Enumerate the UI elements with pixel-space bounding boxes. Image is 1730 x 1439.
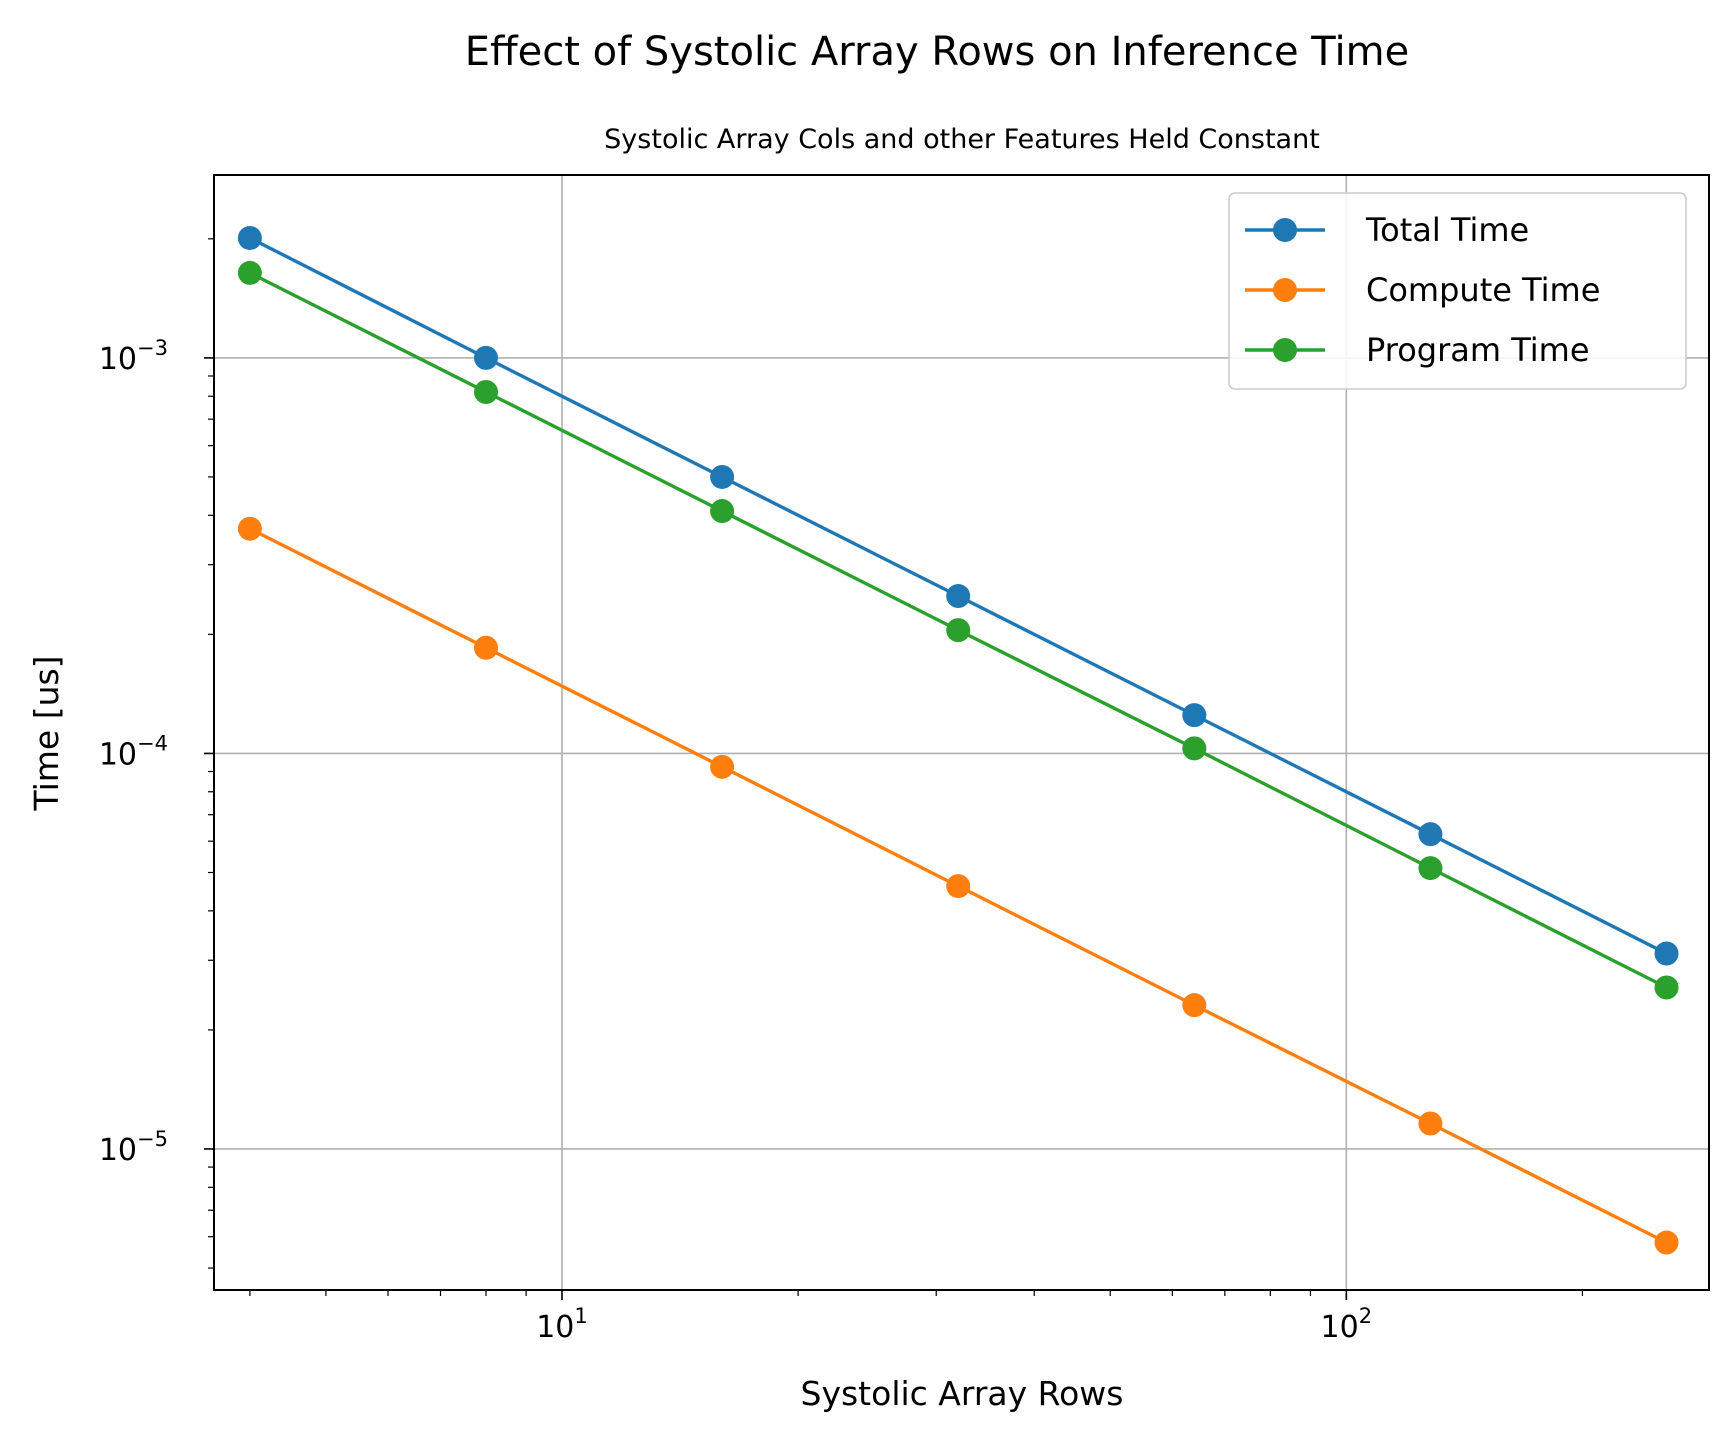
legend-label: Compute Time [1366, 271, 1600, 309]
plot-frame [213, 174, 1710, 1291]
legend-item: Compute Time [1245, 271, 1600, 309]
data-point [1182, 736, 1207, 761]
y-axis-label: Time [us] [27, 655, 66, 811]
data-point [237, 225, 262, 250]
series-total-time [237, 225, 1679, 966]
legend-swatch-marker [1273, 278, 1297, 302]
data-point [1182, 993, 1207, 1018]
legend-swatch-marker [1273, 218, 1297, 242]
data-point [237, 260, 262, 285]
legend-label: Total Time [1365, 211, 1529, 249]
legend-item: Total Time [1245, 211, 1529, 249]
x-tick-label: 101 [536, 1304, 588, 1345]
series-compute-time [237, 516, 1679, 1255]
data-point [946, 874, 971, 899]
legend: Total Time Compute Time Program Time [1228, 192, 1687, 390]
data-point [1654, 1230, 1679, 1255]
y-tick-label: 10−3 [99, 336, 168, 377]
x-tick-exponent: 2 [1359, 1304, 1372, 1328]
y-tick-exponent: −3 [137, 336, 168, 360]
data-point [237, 516, 262, 541]
chart-title: Effect of Systolic Array Rows on Inferen… [465, 29, 1409, 75]
data-point [1182, 703, 1207, 728]
x-tick-label: 102 [1321, 1304, 1373, 1345]
legend-swatch-marker [1273, 338, 1297, 362]
data-point [710, 499, 735, 524]
data-point [1418, 856, 1443, 881]
data-point [473, 345, 498, 370]
series-group [237, 225, 1679, 1255]
data-point [1654, 975, 1679, 1000]
y-tick-base: 10 [99, 737, 137, 772]
data-point [473, 635, 498, 660]
x-tick-exponent: 1 [574, 1304, 587, 1328]
y-tick-base: 10 [99, 1133, 137, 1168]
series-program-time [237, 260, 1679, 1000]
data-point [710, 754, 735, 779]
data-point [473, 379, 498, 404]
x-tick-base: 10 [1321, 1310, 1359, 1345]
data-point [946, 618, 971, 643]
y-tick-label: 10−4 [99, 731, 168, 772]
data-point [1654, 941, 1679, 966]
legend-label: Program Time [1366, 331, 1590, 369]
x-tick-base: 10 [536, 1310, 574, 1345]
y-tick-label: 10−5 [99, 1127, 168, 1168]
legend-item: Program Time [1245, 331, 1590, 369]
data-point [946, 584, 971, 609]
y-tick-exponent: −5 [137, 1127, 168, 1151]
chart-subtitle: Systolic Array Cols and other Features H… [604, 124, 1320, 155]
data-point [710, 464, 735, 489]
data-point [1418, 822, 1443, 847]
data-point [1418, 1111, 1443, 1136]
y-tick-base: 10 [99, 342, 137, 377]
legend-box [1228, 192, 1687, 390]
y-tick-exponent: −4 [137, 731, 168, 755]
x-axis-label: Systolic Array Rows [801, 1374, 1124, 1413]
